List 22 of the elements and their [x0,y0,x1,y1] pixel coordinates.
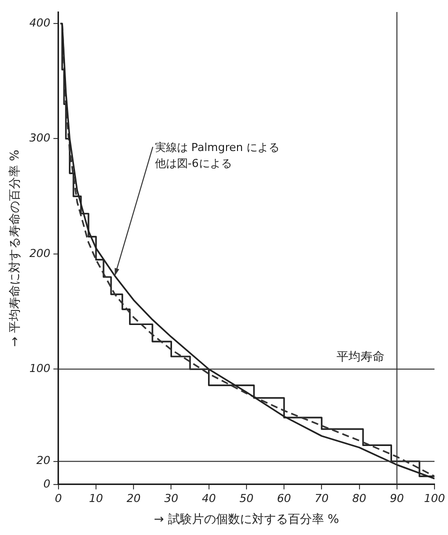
y-tick-label: 20 [36,454,50,468]
x-tick-label: 80 [352,492,366,505]
y-tick-label: 0 [43,477,50,490]
x-tick-label: 100 [424,492,445,505]
x-tick-label: 30 [164,492,178,505]
y-tick-label: 400 [29,16,50,30]
y-tick-label: 100 [29,362,50,376]
x-tick-label: 10 [89,492,104,505]
annotation: 他は図-6による [154,156,232,170]
x-tick-label: 70 [314,492,329,505]
x-tick-label: 60 [277,492,292,505]
x-tick-label: 0 [54,492,62,505]
x-tick-label: 20 [126,492,141,505]
x-tick-label: 50 [239,492,254,505]
x-tick-label: 40 [202,492,216,505]
x-tick-label: 90 [390,492,404,505]
ref-line-label: 平均寿命 [336,349,384,364]
y-tick-label: 200 [29,246,50,260]
y-tick-label: 300 [29,132,50,145]
y-axis-title: → 平均寿命に対する寿命の百分率 % [7,150,22,347]
x-axis-title: → 試験片の個数に対する百分率 % [154,512,339,526]
annotation: 実線は Palmgren による [154,140,280,154]
